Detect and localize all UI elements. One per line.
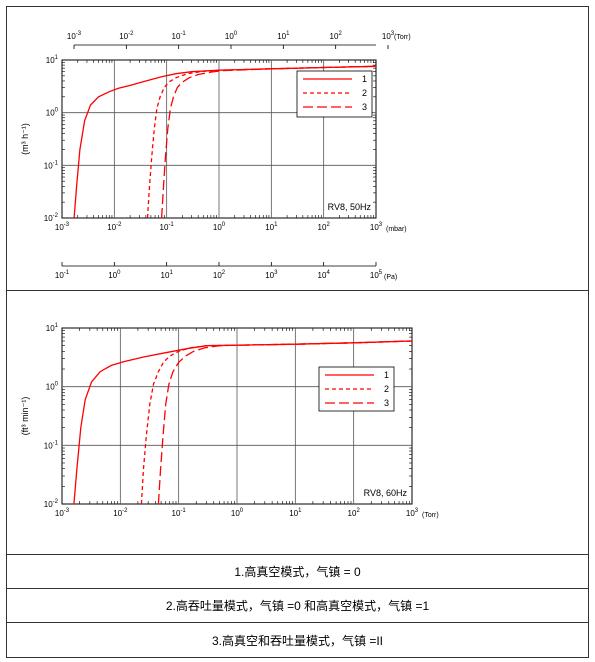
pa-axis-unit: (Pa) (384, 274, 397, 281)
caption-mode-1: 1.高真空模式，气镇 = 0 (7, 555, 588, 589)
y-tick-label: 10-1 (44, 160, 59, 170)
legend-label-2: 2 (362, 88, 367, 98)
legend-box (318, 366, 395, 412)
legend-label-2: 2 (384, 384, 389, 394)
series-line-3 (157, 340, 412, 504)
y-tick-label: 10-2 (44, 213, 59, 223)
series-line-3 (160, 65, 376, 218)
top-axis-tick-label: 103 (382, 31, 395, 41)
x-tick-label: 10-1 (172, 508, 187, 518)
top-axis-tick-label: 10-1 (172, 31, 187, 41)
series-line-1 (73, 65, 376, 218)
x-tick-label: 101 (265, 222, 278, 232)
series-line-1 (73, 340, 412, 504)
caption-text-3: 3.高真空和吞吐量模式，气镇 =II (211, 633, 384, 648)
pa-axis-tick-label: 10-1 (55, 270, 70, 280)
x-tick-label: 103 (370, 222, 383, 232)
caption-mode-3: 3.高真空和吞吐量模式，气镇 =II (7, 623, 588, 657)
top-axis-tick-label: 10-3 (67, 31, 82, 41)
chart-annotation: RV8, 60Hz (364, 488, 408, 498)
y-tick-label: 10-2 (44, 499, 59, 509)
caption-text-2: 2.高吞吐量模式，气镇 =0 和高真空模式，气镇 =1 (165, 599, 430, 613)
pa-axis-tick-label: 100 (108, 270, 121, 280)
x-tick-label: 10-1 (160, 222, 175, 232)
y-axis-label: (m³ h⁻¹) (20, 123, 30, 155)
pa-axis-tick-label: 102 (213, 270, 226, 280)
x-tick-label: 101 (289, 508, 302, 518)
legend-label-3: 3 (384, 398, 389, 408)
x-tick-label: 103 (406, 508, 419, 518)
legend-label-3: 3 (362, 102, 367, 112)
caption-mode-2: 2.高吞吐量模式，气镇 =0 和高真空模式，气镇 =1 (7, 589, 588, 623)
y-tick-label: 10-1 (44, 440, 59, 450)
x-tick-label: 10-3 (55, 508, 70, 518)
pa-axis-tick-label: 105 (370, 270, 383, 280)
x-tick-label: 100 (231, 508, 244, 518)
pa-axis-tick-label: 103 (265, 270, 278, 280)
x-axis-unit: (Torr) (422, 512, 439, 519)
y-axis-label: (ft³ min⁻¹) (20, 397, 30, 436)
chart-panel-60hz: 10-2 10-1 100 101 10-3 10-2 10-1 100 101 102 103 (T… (7, 291, 588, 555)
x-tick-label: 10-2 (113, 508, 128, 518)
chart-annotation: RV8, 50Hz (328, 202, 372, 212)
legend-label-1: 1 (384, 370, 389, 380)
x-tick-label: 100 (213, 222, 226, 232)
top-axis-tick-label: 102 (330, 31, 343, 41)
top-axis-tick-label: 10-2 (119, 31, 134, 41)
y-tick-label: 101 (46, 55, 59, 65)
legend-label-1: 1 (362, 74, 367, 84)
y-tick-label: 101 (46, 323, 59, 333)
y-tick-label: 100 (46, 108, 59, 118)
pa-axis-tick-label: 101 (161, 270, 174, 280)
legend-box (296, 70, 373, 118)
x-tick-label: 102 (318, 222, 331, 232)
x-tick-label: 10-2 (107, 222, 122, 232)
x-tick-label: 102 (348, 508, 361, 518)
chart-panel-50hz: 10-2 10-1 100 101 10-3 10-2 10-1 100 101 102 103 (m… (7, 7, 588, 291)
x-axis-unit: (mbar) (386, 226, 407, 233)
pa-axis-tick-label: 104 (318, 270, 331, 280)
top-axis-tick-label: 101 (277, 31, 290, 41)
x-tick-label: 10-3 (55, 222, 70, 232)
y-tick-label: 100 (46, 382, 59, 392)
figure-table: 10-2 10-1 100 101 10-3 10-2 10-1 100 101 102 103 (m… (6, 6, 589, 658)
top-axis-unit: (Torr) (394, 34, 411, 41)
caption-text-1: 1.高真空模式，气镇 = 0 (234, 565, 361, 579)
top-axis-tick-label: 100 (225, 31, 238, 41)
